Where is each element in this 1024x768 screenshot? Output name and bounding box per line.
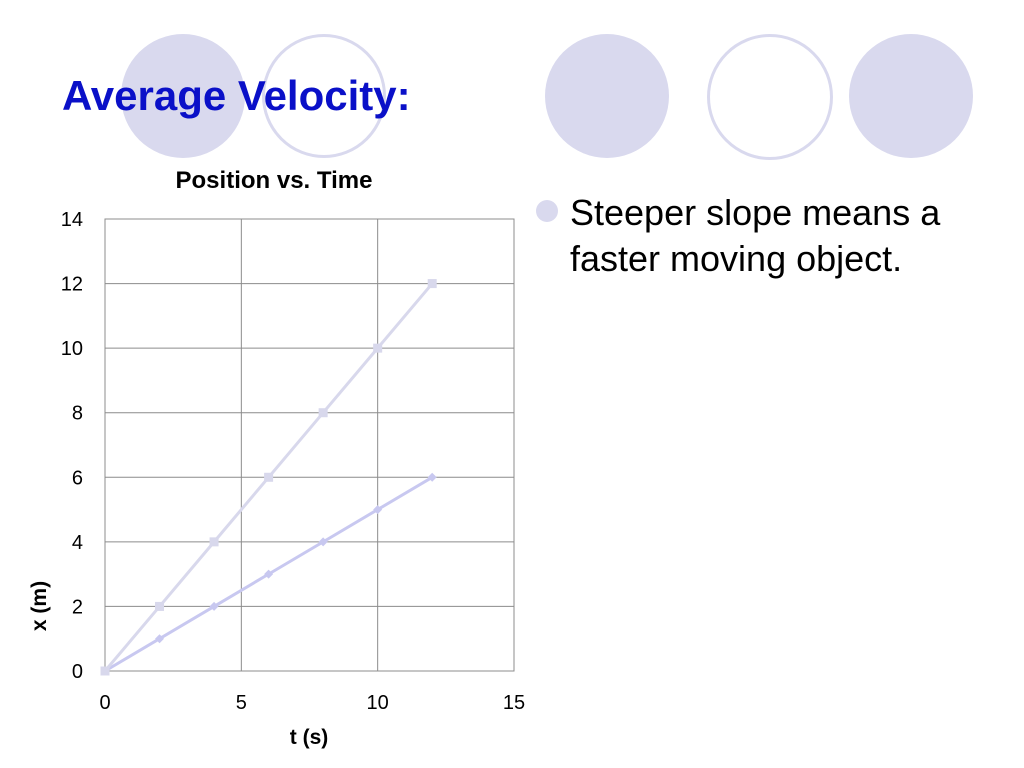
x-tick-label: 15 — [503, 692, 525, 714]
bullet-dot-icon — [536, 200, 558, 222]
data-point — [427, 279, 437, 289]
data-point — [155, 601, 165, 611]
chart-title: Position vs. Time — [176, 167, 373, 194]
y-tick-label: 8 — [72, 403, 83, 425]
x-tick-label: 5 — [236, 692, 247, 714]
x-tick-label: 0 — [99, 692, 110, 714]
decorative-circle-filled — [121, 34, 245, 158]
y-axis-ticks: 0 2 4 6 8 10 12 14 — [61, 209, 83, 683]
bullet-list: Steeper slope means a faster moving obje… — [534, 190, 974, 282]
y-tick-label: 12 — [61, 274, 83, 296]
data-point — [427, 472, 437, 482]
y-axis-label: x (m) — [28, 581, 51, 631]
x-axis-ticks: 0 5 10 15 — [99, 692, 525, 714]
data-point — [264, 569, 274, 579]
data-point — [318, 408, 328, 418]
decorative-circle-outline — [707, 34, 833, 160]
slide-title: Average Velocity: — [62, 72, 411, 119]
bullet-text: Steeper slope means a faster moving obje… — [570, 192, 941, 279]
decorative-circle-outline — [262, 34, 386, 158]
data-point — [373, 505, 383, 515]
decorative-circle-filled — [545, 34, 669, 158]
y-tick-label: 2 — [72, 596, 83, 618]
x-axis-label: t (s) — [290, 726, 329, 749]
data-point — [100, 666, 110, 676]
y-tick-label: 14 — [61, 209, 83, 231]
y-tick-label: 10 — [61, 338, 83, 360]
data-point — [209, 537, 219, 547]
chart-grid — [104, 218, 515, 672]
data-point — [264, 472, 274, 482]
position-time-chart: Position vs. Time 0 2 4 6 8 10 12 14 0 5 10 15 t (… — [28, 167, 525, 749]
y-tick-label: 4 — [72, 532, 83, 554]
decorative-circle-filled — [849, 34, 973, 158]
data-point — [318, 537, 328, 547]
chart-series — [100, 279, 437, 676]
plot-area-border — [104, 218, 515, 672]
data-point — [209, 601, 219, 611]
y-tick-label: 6 — [72, 467, 83, 489]
data-point — [155, 634, 165, 644]
x-tick-label: 10 — [367, 692, 389, 714]
data-point — [373, 343, 383, 353]
bullet-item: Steeper slope means a faster moving obje… — [534, 190, 974, 282]
y-tick-label: 0 — [72, 661, 83, 683]
